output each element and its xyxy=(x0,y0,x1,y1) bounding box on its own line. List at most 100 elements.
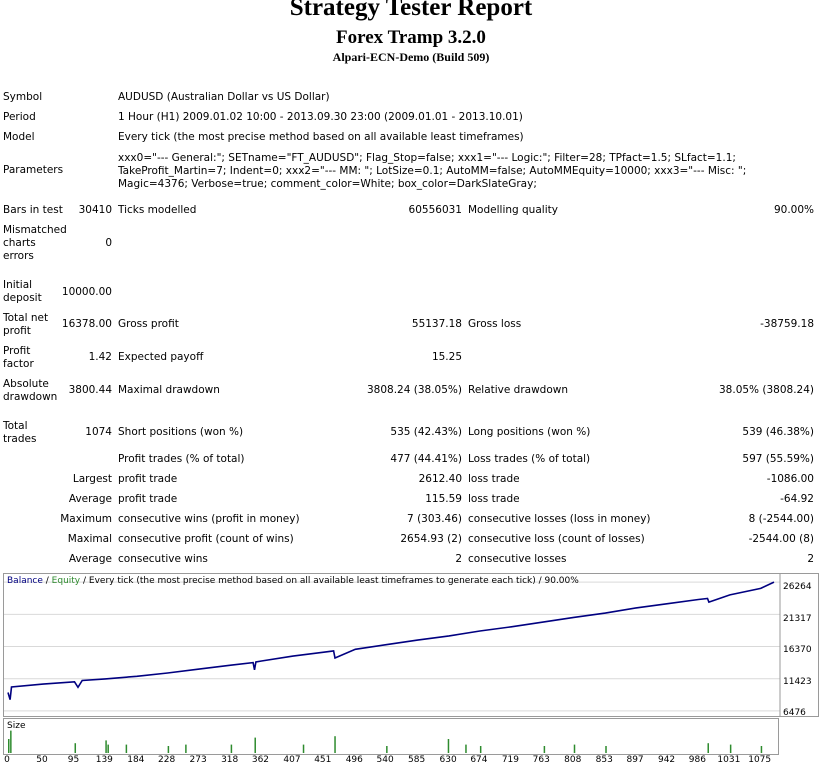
size-spike xyxy=(465,744,467,753)
balance-chart-svg xyxy=(4,574,781,716)
grossprofit-label: Gross profit xyxy=(118,318,179,330)
x-tick-label: 318 xyxy=(221,755,239,765)
x-tick-label: 50 xyxy=(36,755,48,765)
initial-label-1: Initial xyxy=(3,279,33,291)
profit-trades-value: 477 (44.41%) xyxy=(390,453,462,465)
x-tick-label: 630 xyxy=(439,755,457,765)
size-spike xyxy=(760,746,763,753)
trades-label-2: trades xyxy=(3,433,37,445)
caption-balance: Balance xyxy=(7,576,43,586)
size-spike xyxy=(334,736,336,753)
ticks-value: 60556031 xyxy=(408,204,462,216)
maximal-label: Maximal xyxy=(67,533,112,545)
x-tick-label: 719 xyxy=(501,755,520,765)
maximal-profit-label: consecutive profit (count of wins) xyxy=(118,533,294,545)
netprofit-value: 16378.00 xyxy=(61,318,112,330)
mismatched-label-3: errors xyxy=(3,250,34,262)
x-tick-label: 674 xyxy=(470,755,488,765)
size-chart-svg xyxy=(8,730,763,753)
reldd-value: 38.05% (3808.24) xyxy=(719,384,814,396)
pf-value: 1.42 xyxy=(88,351,112,363)
size-spike xyxy=(185,744,187,753)
model-value: Every tick (the most precise method base… xyxy=(118,131,524,143)
pf-label-2: factor xyxy=(3,358,34,370)
largest-loss-label: loss trade xyxy=(468,473,520,485)
server-name: Alpari-ECN-Demo (Build 509) xyxy=(332,50,490,64)
x-tick-label: 942 xyxy=(657,755,676,765)
period-label: Period xyxy=(3,111,36,123)
maximal-loss-label: consecutive loss (count of losses) xyxy=(468,533,645,545)
size-spike xyxy=(573,744,576,753)
x-tick-label: 585 xyxy=(408,755,426,765)
size-chart: Size xyxy=(3,718,779,755)
average-loss-value: -64.92 xyxy=(780,493,814,505)
model-label: Model xyxy=(3,131,35,143)
payoff-label: Expected payoff xyxy=(118,351,204,363)
avg-wins-value: 2 xyxy=(455,553,462,565)
x-tick-label: 986 xyxy=(688,755,706,765)
average-profit-label: profit trade xyxy=(118,493,178,505)
x-tick-label: 228 xyxy=(158,755,176,765)
caption-separator: / xyxy=(42,576,52,586)
largest-profit-label: profit trade xyxy=(118,473,178,485)
avg-losses-label: consecutive losses xyxy=(468,553,567,565)
trades-value: 1074 xyxy=(85,426,112,438)
size-spike xyxy=(125,744,128,753)
loss-trades-label: Loss trades (% of total) xyxy=(468,453,591,465)
period-value: 1 Hour (H1) 2009.01.02 10:00 - 2013.09.3… xyxy=(118,111,523,123)
maxdd-label: Maximal drawdown xyxy=(118,384,220,396)
average-profit-value: 115.59 xyxy=(425,493,462,505)
y-tick-label: 11423 xyxy=(783,677,812,687)
x-tick-label: 273 xyxy=(189,755,207,765)
maxdd-value: 3808.24 (38.05%) xyxy=(367,384,462,396)
absdd-value: 3800.44 xyxy=(68,384,112,396)
x-tick-label: 139 xyxy=(95,755,113,765)
caption-details: / Every tick (the most precise method ba… xyxy=(80,576,579,586)
netprofit-label-2: profit xyxy=(3,325,31,337)
avg-losses-value: 2 xyxy=(807,553,814,565)
absdd-label-2: drawdown xyxy=(3,391,58,403)
balance-series-line xyxy=(7,581,775,700)
x-tick-label: 808 xyxy=(564,755,582,765)
largest-profit-value: 2612.40 xyxy=(418,473,462,485)
x-tick-label: 897 xyxy=(626,755,644,765)
average-label: Average xyxy=(68,493,112,505)
short-label: Short positions (won %) xyxy=(118,426,244,438)
loss-trades-value: 597 (55.59%) xyxy=(742,453,814,465)
average-loss-label: loss trade xyxy=(468,493,520,505)
size-spike xyxy=(167,746,170,753)
y-tick-label: 21317 xyxy=(783,614,812,624)
size-spike xyxy=(105,740,107,753)
size-spike xyxy=(8,739,10,753)
absdd-label-1: Absolute xyxy=(3,378,49,390)
pf-label-1: Profit xyxy=(3,345,31,357)
parameters-value: xxx0="--- General:"; SETname="FT_AUDUSD"… xyxy=(118,152,747,190)
x-tick-label: 0 xyxy=(4,755,10,765)
size-spike xyxy=(10,730,12,753)
size-spike xyxy=(543,746,546,753)
mismatched-label-2: charts xyxy=(3,237,36,249)
profit-trades-label: Profit trades (% of total) xyxy=(118,453,245,465)
trades-label-1: Total xyxy=(3,420,28,432)
size-spike xyxy=(107,744,109,753)
parameters-label: Parameters xyxy=(3,164,64,176)
balance-chart: Balance / Equity / Every tick (the most … xyxy=(3,573,819,717)
x-tick-label: 853 xyxy=(595,755,613,765)
max-wins-value: 7 (303.46) xyxy=(407,513,462,525)
report-title: Strategy Tester Report xyxy=(289,0,533,21)
y-tick-label: 26264 xyxy=(783,582,812,592)
x-tick-label: 496 xyxy=(345,755,363,765)
size-spike xyxy=(729,744,732,753)
size-spike xyxy=(302,744,305,753)
reldd-label: Relative drawdown xyxy=(468,384,569,396)
symbol-value: AUDUSD (Australian Dollar vs US Dollar) xyxy=(118,91,330,103)
x-tick-label: 540 xyxy=(376,755,394,765)
x-tick-label: 1031 xyxy=(717,755,741,765)
ticks-label: Ticks modelled xyxy=(118,204,197,216)
short-value: 535 (42.43%) xyxy=(390,426,462,438)
bars-label: Bars in test xyxy=(3,204,63,216)
grossprofit-value: 55137.18 xyxy=(411,318,462,330)
grossloss-label: Gross loss xyxy=(468,318,522,330)
expert-name: Forex Tramp 3.2.0 xyxy=(336,27,486,48)
initial-label-2: deposit xyxy=(3,292,42,304)
